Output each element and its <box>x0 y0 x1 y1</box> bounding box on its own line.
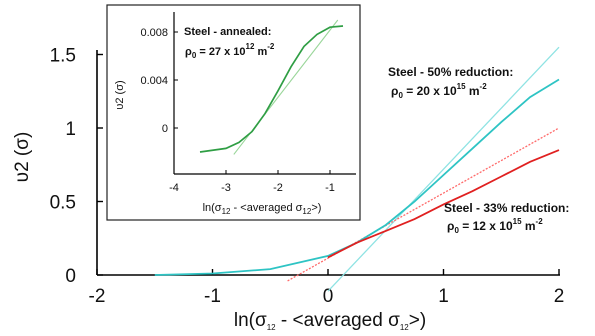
series-annealed-line <box>199 25 344 153</box>
main-y-axis-label: υ2 (σ) <box>12 132 33 183</box>
inset-x-axis-label: ln(σ12 - <averaged σ12>) <box>203 202 322 216</box>
annotation-50-line1: Steel - 50% reduction: <box>388 65 513 79</box>
annotation-50-reduction: Steel - 50% reduction: ρ0 = 20 x 1015 m-… <box>388 65 513 100</box>
annotation-33-line1: Steel - 33% reduction: <box>444 201 569 215</box>
inset-rho-value: 27 x 10 <box>209 46 246 58</box>
inset-rho-unit-exp: -2 <box>267 42 275 51</box>
main-x-tick-label: 0 <box>323 286 334 307</box>
annotation-33-rho-value: 12 x 10 <box>473 219 513 233</box>
main-x-tick-label: -1 <box>204 286 221 307</box>
main-y-tick-label: 0 <box>65 266 76 287</box>
main-series-lines <box>154 78 560 276</box>
annotation-33-rho-unit-exp: -2 <box>536 217 544 226</box>
inset-y-tick-label: 0 <box>162 123 168 135</box>
inset-y-tick-label: 0.008 <box>140 27 168 39</box>
annotation-50-rho-unit: m <box>469 84 480 98</box>
main-x-tick-label: 2 <box>554 286 565 307</box>
inset-rho-unit: m <box>257 46 267 58</box>
annotation-50-rho-exp: 15 <box>457 82 466 91</box>
main-y-tick-label: 1.5 <box>50 46 76 67</box>
inset-rho-exp: 12 <box>246 42 255 51</box>
inset-y-tick-label: 0.004 <box>140 75 168 87</box>
inset-chart: -4 -3 -2 -1 0 0.004 0.008 υ2 (σ) ln(σ12 - <ave… <box>106 4 361 221</box>
annotation-33-rho-exp: 15 <box>513 217 522 226</box>
main-y-label-text: υ2 (σ) <box>12 132 33 183</box>
series-33-reduction-line <box>327 149 560 259</box>
annotation-50-rho-unit-exp: -2 <box>480 82 488 91</box>
series-50-reduction-line <box>154 78 560 276</box>
inset-x-tick-label: -3 <box>221 182 231 194</box>
main-y-tick-label: 1 <box>65 119 76 140</box>
inset-y-axis-label: υ2 (σ) <box>114 80 126 109</box>
annotation-50-rho-value: 20 x 10 <box>417 84 457 98</box>
main-ticks: -2 -1 0 1 2 0 0.5 1 1.5 <box>50 46 565 308</box>
main-y-tick-label: 0.5 <box>50 193 76 214</box>
main-x-tick-label: -2 <box>89 286 106 307</box>
series-50-reduction-fit-line <box>327 46 560 292</box>
annotation-50-rho: ρ0 = 20 x 1015 m-2 <box>391 82 487 100</box>
inset-x-tick-label: -4 <box>169 182 179 194</box>
annotation-33-reduction: Steel - 33% reduction: ρ0 = 12 x 1015 m-… <box>444 201 569 235</box>
series-33-reduction-fit-line <box>287 127 560 282</box>
inset-frame <box>106 4 361 221</box>
inset-x-tick-label: -2 <box>273 182 283 194</box>
main-x-tick-label: 1 <box>438 286 449 307</box>
inset-x-tick-label: -1 <box>325 182 335 194</box>
inset-ticks: -4 -3 -2 -1 0 0.004 0.008 <box>140 27 334 194</box>
inset-title: Steel - annealed: <box>184 26 271 38</box>
main-fit-lines <box>287 46 560 292</box>
annotation-33-rho-unit: m <box>525 219 536 233</box>
inset-series-lines <box>199 25 344 153</box>
main-x-axis-label: ln(σ12 - <averaged σ12>) <box>234 310 426 331</box>
annotation-33-rho: ρ0 = 12 x 1015 m-2 <box>447 217 543 235</box>
